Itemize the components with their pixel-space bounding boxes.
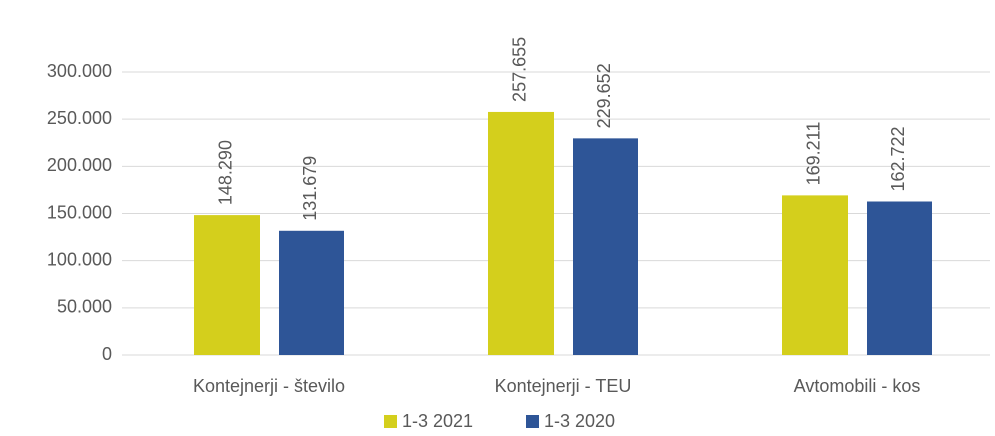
data-label: 169.211 (804, 122, 824, 186)
y-tick-label: 50.000 (57, 297, 112, 317)
bar (573, 138, 638, 355)
data-label: 131.679 (300, 156, 320, 221)
legend-label: 1-3 2021 (402, 411, 473, 431)
y-tick-label: 300.000 (47, 61, 112, 81)
data-label: 148.290 (216, 140, 236, 205)
y-tick-label: 100.000 (47, 249, 112, 269)
bar (279, 230, 344, 355)
x-tick-label: Kontejnerji - število (193, 376, 345, 396)
data-label: 257.655 (510, 37, 530, 102)
x-tick-label: Avtomobili - kos (794, 376, 921, 396)
y-tick-label: 0 (102, 344, 112, 364)
y-tick-label: 200.000 (47, 155, 112, 175)
legend-swatch (384, 415, 397, 428)
y-tick-label: 250.000 (47, 108, 112, 128)
x-tick-label: Kontejnerji - TEU (495, 376, 632, 396)
y-tick-label: 150.000 (47, 202, 112, 222)
data-label: 229.652 (594, 63, 614, 128)
bar (782, 195, 848, 355)
bar (867, 201, 932, 355)
bar (488, 111, 554, 355)
bar (194, 215, 260, 355)
legend-swatch (526, 415, 539, 428)
data-label: 162.722 (888, 126, 908, 191)
legend-label: 1-3 2020 (544, 411, 615, 431)
